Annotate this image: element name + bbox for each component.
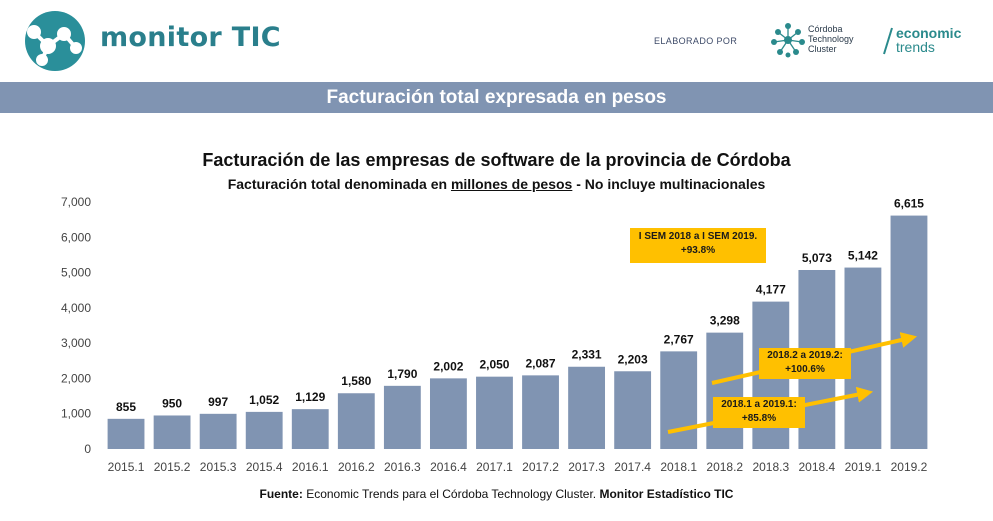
- bar-2016.1: [291, 409, 329, 449]
- bar-2016.4: [429, 378, 467, 449]
- data-label: 1,129: [295, 390, 325, 404]
- monitor-tic-logo-icon: [25, 11, 85, 71]
- bar-2017.3: [568, 366, 606, 449]
- y-tick-label: 7,000: [61, 195, 91, 209]
- x-tick-label: 2017.4: [614, 460, 651, 474]
- bar-2017.1: [476, 376, 513, 449]
- data-label: 1,790: [387, 367, 417, 381]
- y-tick-label: 6,000: [61, 230, 91, 244]
- data-label: 2,002: [433, 359, 463, 373]
- x-tick-label: 2015.1: [108, 460, 145, 474]
- x-tick-label: 2016.3: [384, 460, 421, 474]
- data-label: 6,615: [894, 197, 924, 211]
- brand-name: monitor TIC: [100, 22, 281, 53]
- x-tick-label: 2015.4: [246, 460, 283, 474]
- bar-2015.1: [107, 418, 145, 449]
- bar-2016.2: [337, 393, 375, 449]
- bar-2018.1: [660, 351, 698, 449]
- x-tick-label: 2019.2: [891, 460, 928, 474]
- y-tick-label: 0: [84, 442, 91, 456]
- data-label: 950: [162, 396, 182, 410]
- x-tick-label: 2018.2: [706, 460, 743, 474]
- data-label: 2,203: [618, 352, 648, 366]
- chart-subtitle: Facturación total denominada en millones…: [227, 176, 766, 192]
- chart-title: Facturación de las empresas de software …: [202, 150, 791, 170]
- cordoba-technology-cluster-name: Córdoba Technology Cluster: [808, 24, 854, 54]
- economic-trends-slash-icon: [883, 27, 893, 55]
- data-label: 1,052: [249, 393, 279, 407]
- x-tick-label: 2016.4: [430, 460, 467, 474]
- data-label: 2,767: [664, 332, 694, 346]
- bar-2018.2: [706, 332, 744, 449]
- data-label: 5,142: [848, 249, 878, 263]
- source-footer: Fuente: Economic Trends para el Córdoba …: [259, 487, 734, 501]
- x-tick-label: 2015.3: [200, 460, 237, 474]
- y-tick-label: 4,000: [61, 301, 91, 315]
- annotation-semester-growth: I SEM 2018 a I SEM 2019. +93.8%: [630, 228, 766, 263]
- data-label: 5,073: [802, 251, 832, 265]
- annotation-2018-2-to-2019-2: 2018.2 a 2019.2: +100.6%: [759, 348, 851, 379]
- y-tick-label: 5,000: [61, 266, 91, 280]
- bar-2017.4: [614, 371, 652, 449]
- y-tick-label: 1,000: [61, 407, 91, 421]
- data-label: 855: [116, 400, 136, 414]
- x-tick-label: 2017.1: [476, 460, 513, 474]
- y-tick-label: 3,000: [61, 336, 91, 350]
- bar-2015.2: [153, 415, 191, 449]
- data-label: 2,050: [479, 358, 509, 372]
- bar-2016.3: [383, 385, 421, 449]
- data-label: 997: [208, 395, 228, 409]
- data-label: 1,580: [341, 374, 371, 388]
- cordoba-technology-cluster-logo-icon: [771, 23, 805, 58]
- data-label: 3,298: [710, 314, 740, 328]
- x-tick-label: 2018.3: [752, 460, 789, 474]
- section-banner: Facturación total expresada en pesos: [0, 82, 993, 113]
- bar-2015.4: [245, 411, 283, 449]
- bar-2015.3: [199, 413, 237, 449]
- bar-2017.2: [522, 375, 559, 449]
- x-tick-label: 2015.2: [154, 460, 191, 474]
- x-tick-label: 2019.1: [845, 460, 882, 474]
- x-tick-label: 2018.4: [799, 460, 836, 474]
- header: monitor TIC ELABORADO POR Córdoba Techno…: [0, 0, 993, 80]
- annotation-2018-1-to-2019-1: 2018.1 a 2019.1: +85.8%: [713, 397, 805, 428]
- economic-trends-logo: economic trends: [896, 25, 962, 55]
- x-tick-label: 2016.2: [338, 460, 375, 474]
- x-tick-label: 2017.3: [568, 460, 605, 474]
- bar-2019.2: [890, 215, 928, 449]
- elaborado-por-label: ELABORADO POR: [654, 36, 738, 46]
- y-tick-label: 2,000: [61, 371, 91, 385]
- x-tick-label: 2018.1: [660, 460, 697, 474]
- data-label: 2,087: [526, 356, 556, 370]
- data-label: 4,177: [756, 283, 786, 297]
- data-label: 2,331: [572, 348, 602, 362]
- x-tick-label: 2016.1: [292, 460, 329, 474]
- x-tick-label: 2017.2: [522, 460, 559, 474]
